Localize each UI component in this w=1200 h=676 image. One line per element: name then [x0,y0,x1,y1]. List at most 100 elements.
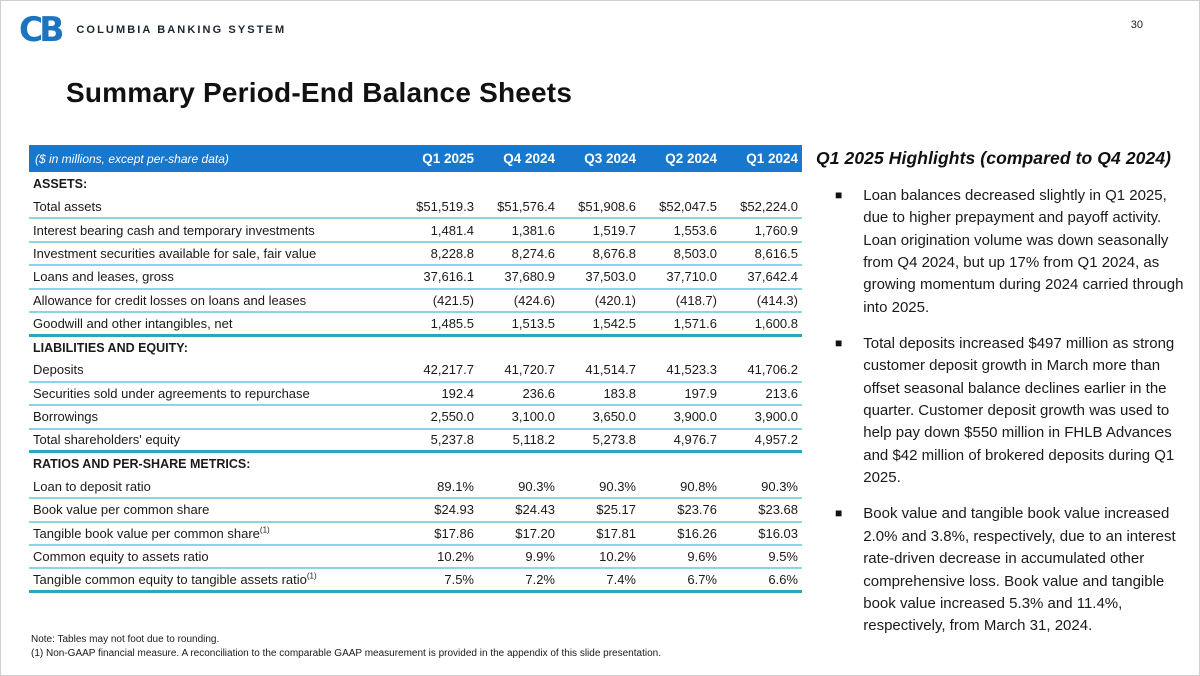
cell-value: 90.8% [640,474,721,500]
table-row: Tangible common equity to tangible asset… [29,568,802,591]
row-label: Tangible book value per common share(1) [29,521,397,547]
cell-value: 1,571.6 [640,311,721,337]
footnote-line: Note: Tables may not foot due to roundin… [31,634,220,645]
row-label: Deposits [29,358,397,383]
table-row: Common equity to assets ratio 10.2% 9.9% 10… [29,545,802,570]
highlight-bullet: ■ Loan balances decreased slightly in Q1 … [816,185,1188,319]
section-label: LIABILITIES AND EQUITY: [29,333,802,359]
cell-value: $16.26 [640,521,721,547]
cell-value: 8,503.0 [640,241,721,267]
cell-value: 37,710.0 [640,265,721,290]
cell-value: 1,519.7 [559,218,640,243]
cell-value: 37,503.0 [559,265,640,290]
highlight-bullet: ■ Book value and tangible book value incr… [816,503,1188,637]
cell-value: 183.8 [559,381,640,407]
table-row: Securities sold under agreements to repu… [29,381,802,407]
cell-value: (418.7) [640,288,721,313]
cell-value: (414.3) [721,288,802,313]
table-row: Borrowings 2,550.0 3,100.0 3,650.0 3,900.0 3,… [29,405,802,430]
cell-value: 42,217.7 [397,358,478,383]
cell-value: $25.17 [559,498,640,523]
row-label: Borrowings [29,405,397,430]
cell-value: $52,047.5 [640,195,721,220]
page-number: 30 [1130,19,1143,31]
cell-value: 90.3% [478,474,559,500]
section-header-row: RATIOS AND PER-SHARE METRICS: [29,450,802,475]
cell-value: $51,576.4 [478,195,559,220]
section-header-row: ASSETS: [29,172,802,195]
row-label: Investment securities available for sale… [29,241,397,267]
bullet-text: Book value and tangible book value incre… [863,505,1176,635]
cell-value: 1,553.6 [640,218,721,243]
cell-value: 1,485.5 [397,311,478,337]
table-row: Loans and leases, gross 37,616.1 37,680.9 3… [29,265,802,290]
bullet-square-icon: ■ [835,188,843,202]
company-wordmark: COLUMBIA BANKING SYSTEM [76,23,287,36]
row-label: Total shareholders' equity [29,428,397,453]
row-label: Interest bearing cash and temporary inve… [29,218,397,243]
cell-value: 192.4 [397,381,478,407]
cell-value: $51,519.3 [397,195,478,220]
cell-value: 2,550.0 [397,405,478,430]
cell-value: 1,760.9 [721,218,802,243]
cell-value: 41,720.7 [478,358,559,383]
cell-value: 90.3% [559,474,640,500]
cell-value: $24.93 [397,498,478,523]
cell-value: 1,542.5 [559,311,640,337]
row-label: Book value per common share [29,498,397,523]
row-label: Loan to deposit ratio [29,474,397,500]
cell-value: 90.3% [721,474,802,500]
cell-value: 6.6% [768,572,798,588]
table-row: Total assets $51,519.3 $51,576.4 $51,908.6 $… [29,195,802,220]
table-row: Loan to deposit ratio 89.1% 90.3% 90.3% 90.8… [29,474,802,500]
cell-value: 41,514.7 [559,358,640,383]
section-header-row: LIABILITIES AND EQUITY: [29,333,802,359]
column-header: Q1 2025 [422,151,474,166]
cell-value: 41,523.3 [640,358,721,383]
cell-value: 9.5% [721,545,802,570]
cell-value: 4,957.2 [721,428,802,453]
cell-value: 1,600.8 [721,311,802,337]
cell-value: 9.6% [640,545,721,570]
bullet-square-icon: ■ [835,336,843,351]
balance-table-body: ASSETS: Total assets $51,519.3 $51,576.4 $51… [29,172,802,592]
cell-value: (420.1) [559,288,640,313]
cell-value: 8,274.6 [478,241,559,267]
cell-value: 8,228.8 [397,241,478,267]
cell-value: $16.03 [721,521,802,547]
cell-value: (421.5) [397,288,478,313]
cell-value: 1,381.6 [478,218,559,243]
row-label: Total assets [29,195,397,220]
table-row: Book value per common share $24.93 $24.43 $… [29,498,802,523]
column-header: Q3 2024 [584,151,636,166]
cell-value: 5,273.8 [559,428,640,453]
cell-value: 5,118.2 [478,428,559,453]
row-label: Goodwill and other intangibles, net [29,311,397,337]
cell-value: 213.6 [721,381,802,407]
cell-value: 10.2% [397,545,478,570]
cell-value: 236.6 [478,381,559,407]
highlights-bullet-list: ■ Loan balances decreased slightly in Q1 … [816,185,1188,638]
table-row: Total shareholders' equity 5,237.8 5,118.2… [29,428,802,453]
cell-value: 7.5% [444,572,474,588]
cell-value: 8,616.5 [721,241,802,267]
bullet-square-icon: ■ [835,506,843,521]
cell-value: 3,900.0 [640,405,721,430]
row-label: Allowance for credit losses on loans and… [29,288,397,313]
slide-title: Summary Period-End Balance Sheets [66,77,573,108]
table-header-row: ($ in millions, except per-share data) Q… [29,145,802,172]
cell-value: 9.9% [478,545,559,570]
cell-value: 8,676.8 [559,241,640,267]
section-label: ASSETS: [33,176,88,191]
cell-value: $23.76 [640,498,721,523]
footnote-marker: (1) [306,572,317,582]
cell-value: 7.2% [525,572,555,588]
cell-value: 1,513.5 [478,311,559,337]
cell-value: 41,706.2 [721,358,802,383]
cell-value: $24.43 [478,498,559,523]
footnotes: Note: Tables may not foot due to roundin… [31,633,661,661]
highlights-panel: Q1 2025 Highlights (compared to Q4 2024)… [816,148,1188,652]
cell-value: $51,908.6 [559,195,640,220]
cell-value: 37,616.1 [397,265,478,290]
table-row: Allowance for credit losses on loans and… [29,288,802,313]
